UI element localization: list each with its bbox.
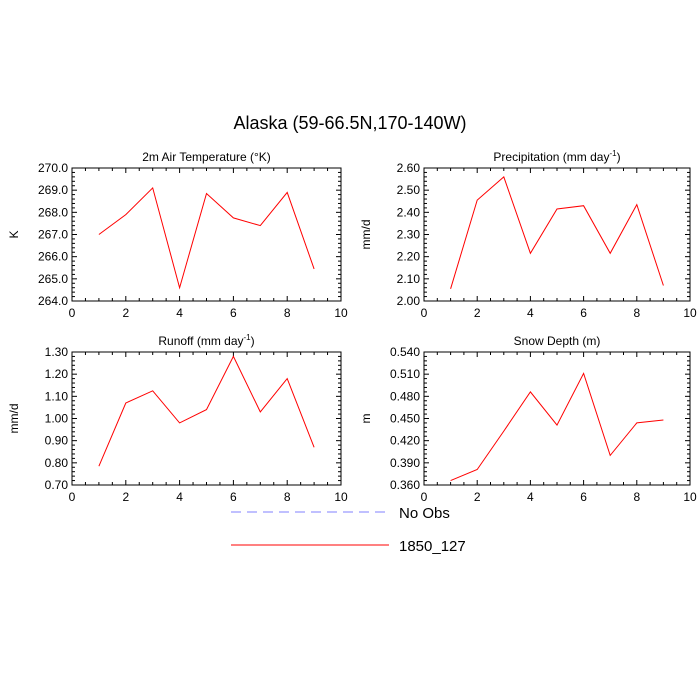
- panel-snow-depth: 0 2 4 6 8 10 0.360 0.390 0.420 0.450 0.480 0.510 0.5…: [359, 334, 697, 504]
- x-tick-label: 10: [334, 306, 348, 320]
- x-tick-label: 6: [230, 490, 237, 504]
- x-tick-label: 0: [421, 306, 428, 320]
- y-axis-label: m: [359, 414, 373, 424]
- y-tick-label: 0.420: [390, 434, 420, 448]
- panel-precipitation: 0 2 4 6 8 10 2.00 2.10 2.20 2.30 2.40 2.50 2.60 mm/d P…: [359, 149, 697, 320]
- x-tick-label: 4: [527, 306, 534, 320]
- panel-runoff: 0 2 4 6 8 10 0.70 0.80 0.90 1.00 1.10 1.20 1.30 mm/d R…: [7, 333, 348, 504]
- panel-title: 2m Air Temperature (°K): [142, 150, 271, 164]
- x-tick-label: 6: [230, 306, 237, 320]
- y-tick-label: 1.10: [45, 389, 69, 403]
- panel-temperature: 0 2 4 6 8 10 264.0 265.0 266.0 267.0 268.0 269.0 270…: [7, 150, 348, 320]
- x-tick-label: 10: [683, 490, 697, 504]
- y-tick-label: 0.510: [390, 367, 420, 381]
- y-tick-label: 266.0: [38, 250, 68, 264]
- series-line-1850_127: [450, 176, 664, 289]
- y-axis-label: mm/d: [7, 404, 21, 434]
- y-tick-label: 1.00: [45, 412, 69, 426]
- series-line-1850_127: [98, 355, 315, 467]
- x-tick-label: 2: [474, 306, 481, 320]
- y-tick-label: 1.30: [45, 345, 69, 359]
- y-tick-label: 2.10: [397, 272, 421, 286]
- x-tick-label: 2: [474, 490, 481, 504]
- x-tick-label: 8: [284, 306, 291, 320]
- legend: No Obs 1850_127: [231, 505, 466, 555]
- y-tick-label: 2.60: [397, 161, 421, 175]
- x-tick-label: 0: [69, 490, 76, 504]
- x-tick-label: 4: [176, 306, 183, 320]
- x-tick-label: 8: [284, 490, 291, 504]
- x-tick-label: 10: [334, 490, 348, 504]
- y-tick-label: 0.390: [390, 456, 420, 470]
- y-tick-label: 0.480: [390, 389, 420, 403]
- x-tick-label: 8: [633, 490, 640, 504]
- panel-title: Runoff (mm day-1): [158, 333, 254, 348]
- panel-title: Precipitation (mm day-1): [493, 149, 620, 164]
- x-tick-label: 0: [69, 306, 76, 320]
- series-line-1850_127: [98, 186, 315, 290]
- y-tick-label: 0.70: [45, 478, 69, 492]
- x-tick-label: 2: [122, 306, 129, 320]
- x-tick-label: 4: [527, 490, 534, 504]
- y-tick-label: 0.90: [45, 434, 69, 448]
- y-tick-label: 268.0: [38, 205, 68, 219]
- x-tick-label: 6: [580, 306, 587, 320]
- y-tick-label: 2.30: [397, 228, 421, 242]
- y-tick-label: 0.540: [390, 345, 420, 359]
- y-tick-label: 0.360: [390, 478, 420, 492]
- y-tick-label: 267.0: [38, 228, 68, 242]
- figure-title: Alaska (59-66.5N,170-140W): [233, 113, 466, 133]
- y-tick-label: 2.50: [397, 183, 421, 197]
- legend-label: 1850_127: [399, 538, 466, 555]
- x-tick-label: 2: [122, 490, 129, 504]
- x-tick-label: 4: [176, 490, 183, 504]
- x-tick-label: 0: [421, 490, 428, 504]
- y-tick-label: 2.20: [397, 250, 421, 264]
- chart-panels: 0 2 4 6 8 10 264.0 265.0 266.0 267.0 268.0 269.0 270…: [7, 149, 697, 504]
- x-tick-label: 10: [683, 306, 697, 320]
- y-tick-label: 264.0: [38, 294, 68, 308]
- legend-label: No Obs: [399, 505, 450, 522]
- y-tick-label: 2.00: [397, 294, 421, 308]
- y-axis-label: K: [7, 230, 21, 238]
- x-tick-label: 8: [633, 306, 640, 320]
- series-line-1850_127: [450, 372, 664, 482]
- panel-title: Snow Depth (m): [514, 334, 601, 348]
- y-tick-label: 2.40: [397, 205, 421, 219]
- y-axis-label: mm/d: [359, 220, 373, 250]
- y-tick-label: 0.80: [45, 456, 69, 470]
- y-tick-label: 1.20: [45, 367, 69, 381]
- y-tick-label: 269.0: [38, 183, 68, 197]
- y-tick-label: 265.0: [38, 272, 68, 286]
- x-tick-label: 6: [580, 490, 587, 504]
- y-tick-label: 0.450: [390, 412, 420, 426]
- y-tick-label: 270.0: [38, 161, 68, 175]
